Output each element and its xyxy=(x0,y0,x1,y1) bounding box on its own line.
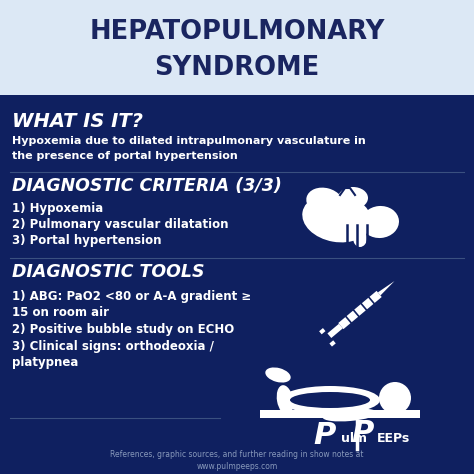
Text: 15 on room air: 15 on room air xyxy=(12,306,109,319)
Bar xyxy=(0,0,474,95)
Ellipse shape xyxy=(361,206,399,238)
Ellipse shape xyxy=(306,188,344,217)
Ellipse shape xyxy=(277,385,293,415)
Ellipse shape xyxy=(302,193,372,242)
Text: www.pulmpeeps.com: www.pulmpeeps.com xyxy=(196,462,278,471)
Text: the presence of portal hypertension: the presence of portal hypertension xyxy=(12,151,238,161)
Text: 2) Positive bubble study on ECHO: 2) Positive bubble study on ECHO xyxy=(12,323,234,336)
Text: 3) Clinical signs: orthodeoxia /: 3) Clinical signs: orthodeoxia / xyxy=(12,340,214,353)
Text: References, graphic sources, and further reading in show notes at: References, graphic sources, and further… xyxy=(110,450,364,459)
Text: P: P xyxy=(314,420,336,449)
Text: 2) Pulmonary vascular dilatation: 2) Pulmonary vascular dilatation xyxy=(12,218,228,231)
Text: Hypoxemia due to dilated intrapulmonary vasculature in: Hypoxemia due to dilated intrapulmonary … xyxy=(12,136,366,146)
Text: ulm: ulm xyxy=(341,432,367,446)
Ellipse shape xyxy=(290,392,370,408)
Ellipse shape xyxy=(265,367,291,383)
Polygon shape xyxy=(378,281,394,295)
Ellipse shape xyxy=(280,386,380,414)
Text: platypnea: platypnea xyxy=(12,356,78,369)
Polygon shape xyxy=(329,340,336,346)
Text: WHAT IS IT?: WHAT IS IT? xyxy=(12,112,143,131)
Text: SYNDROME: SYNDROME xyxy=(155,55,319,81)
Text: 3) Portal hypertension: 3) Portal hypertension xyxy=(12,234,162,247)
Polygon shape xyxy=(319,328,326,334)
Text: P: P xyxy=(352,419,374,447)
Bar xyxy=(260,410,420,418)
Polygon shape xyxy=(328,324,343,338)
Text: 1) ABG: PaO2 <80 or A-A gradient ≥: 1) ABG: PaO2 <80 or A-A gradient ≥ xyxy=(12,290,251,303)
Circle shape xyxy=(379,382,411,414)
Ellipse shape xyxy=(323,409,377,421)
Ellipse shape xyxy=(338,187,368,209)
Text: HEPATOPULMONARY: HEPATOPULMONARY xyxy=(89,19,385,45)
Ellipse shape xyxy=(353,229,367,247)
Text: EEPs: EEPs xyxy=(377,432,410,446)
Text: DIAGNOSTIC CRITERIA (3/3): DIAGNOSTIC CRITERIA (3/3) xyxy=(12,177,282,195)
Polygon shape xyxy=(338,291,382,329)
Text: DIAGNOSTIC TOOLS: DIAGNOSTIC TOOLS xyxy=(12,263,204,281)
Text: 1) Hypoxemia: 1) Hypoxemia xyxy=(12,202,103,215)
